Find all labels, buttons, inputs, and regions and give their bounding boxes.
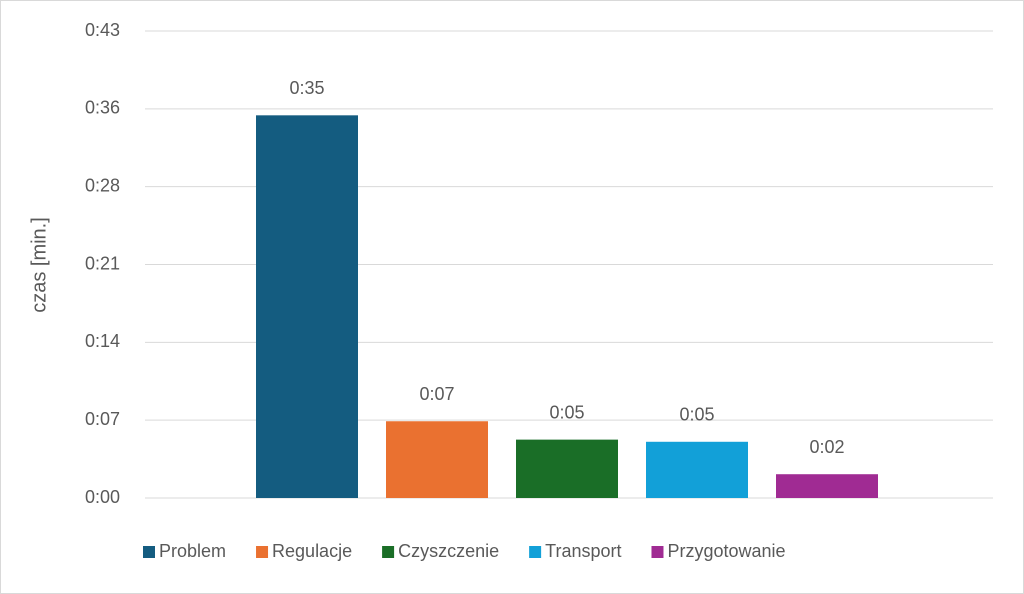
bar: [646, 441, 748, 498]
y-tick-label: 0:00: [85, 487, 120, 507]
y-tick-label: 0:21: [85, 253, 120, 273]
bar: [256, 115, 358, 498]
data-label: 0:02: [809, 437, 844, 457]
bar: [386, 421, 488, 498]
y-tick-label: 0:43: [85, 20, 120, 40]
legend-swatch: [256, 546, 269, 558]
legend-swatch: [382, 546, 395, 558]
bar: [776, 474, 878, 498]
legend-swatch: [529, 546, 542, 558]
legend-label: Przygotowanie: [667, 541, 785, 561]
data-label: 0:05: [679, 405, 714, 425]
bar: [516, 439, 618, 498]
legend-label: Transport: [545, 541, 621, 561]
data-label: 0:05: [549, 402, 584, 422]
legend-label: Czyszczenie: [398, 541, 499, 561]
legend-label: Problem: [159, 541, 226, 561]
y-tick-label: 0:07: [85, 409, 120, 429]
data-label: 0:07: [419, 384, 454, 404]
y-tick-label: 0:14: [85, 331, 120, 351]
legend-label: Regulacje: [272, 541, 352, 561]
legend-swatch: [143, 546, 155, 558]
legend-swatch: [651, 546, 664, 558]
y-axis-title: czas [min.]: [28, 217, 50, 313]
data-label: 0:35: [289, 78, 324, 98]
y-tick-label: 0:28: [85, 175, 120, 195]
y-tick-label: 0:36: [85, 98, 120, 118]
